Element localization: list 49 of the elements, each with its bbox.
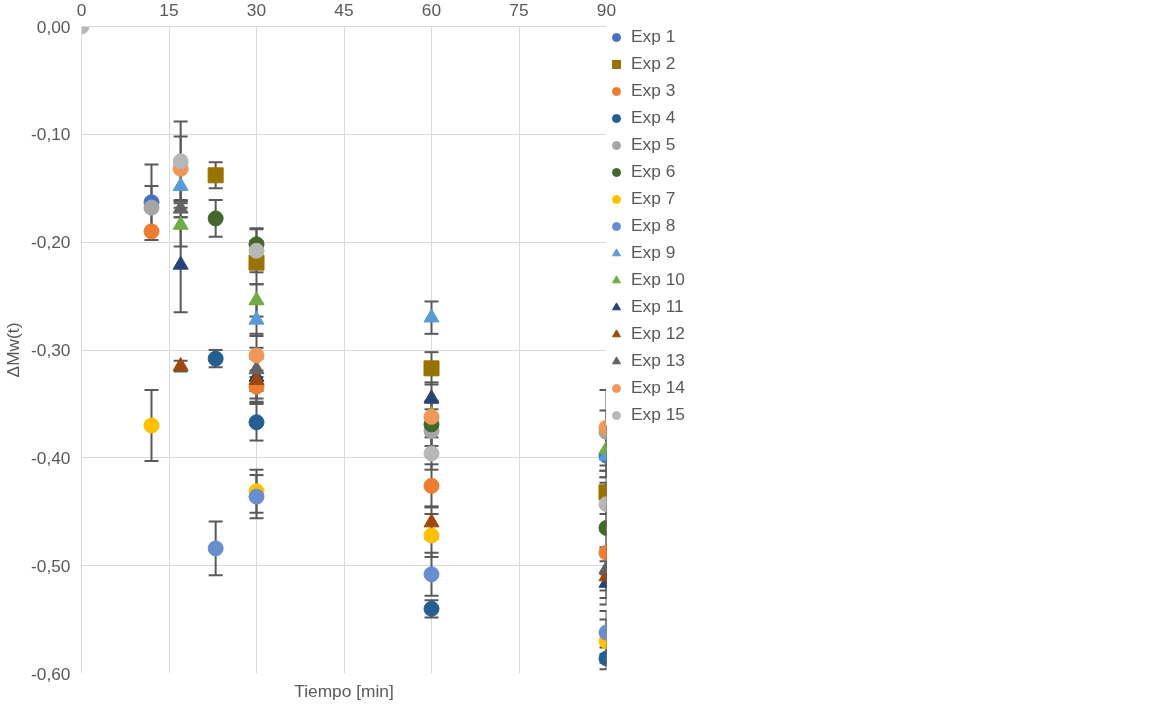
legend-label: Exp 9	[631, 242, 676, 263]
legend-label: Exp 7	[631, 188, 676, 209]
x-tick-label: 90	[596, 0, 617, 20]
point	[248, 488, 265, 505]
y-tick-label: -0,60	[31, 663, 71, 684]
x-tick-label: 60	[421, 0, 442, 20]
x-tick-label: 30	[246, 0, 267, 20]
point	[207, 540, 224, 557]
x-tick-label: 45	[334, 0, 354, 20]
x-tick-label: 75	[509, 0, 529, 20]
legend-label: Exp 6	[631, 161, 676, 182]
point	[248, 291, 265, 306]
y-tick-label: 0,00	[36, 16, 71, 37]
legend-label: Exp 13	[631, 350, 685, 371]
point	[248, 414, 265, 431]
legend-label: Exp 15	[631, 404, 685, 425]
point	[172, 153, 189, 170]
point	[207, 210, 224, 227]
x-axis-title: Tiempo [min]	[294, 680, 394, 701]
point	[172, 199, 189, 214]
legend-label: Exp 1	[631, 26, 676, 47]
legend-label: Exp 14	[631, 377, 685, 398]
y-tick-label: -0,30	[31, 340, 71, 360]
legend-label: Exp 4	[631, 107, 676, 128]
x-tick-label: 15	[159, 0, 179, 20]
legend-label: Exp 10	[631, 269, 685, 290]
legend-label: Exp 2	[631, 53, 676, 74]
point	[248, 310, 265, 325]
y-tick-label: -0,20	[31, 232, 71, 253]
point	[248, 347, 265, 364]
point	[248, 242, 265, 259]
y-tick-label: -0,10	[31, 124, 71, 145]
legend-label: Exp 5	[631, 134, 676, 155]
y-axis-title: ΔMw(t)	[3, 322, 23, 378]
legend-label: Exp 8	[631, 215, 676, 236]
point	[143, 417, 160, 434]
point	[207, 167, 224, 184]
legend-label: Exp 3	[631, 80, 676, 101]
point	[172, 215, 189, 230]
y-tick-label: -0,40	[31, 447, 71, 468]
x-tick-label: 0	[76, 0, 87, 20]
legend-label: Exp 12	[631, 323, 685, 344]
legend-label: Exp 11	[631, 296, 684, 317]
y-tick-label: -0,50	[31, 555, 71, 576]
point	[143, 199, 160, 216]
point	[248, 371, 265, 386]
point	[172, 255, 189, 270]
point	[172, 176, 189, 191]
point	[143, 223, 160, 240]
